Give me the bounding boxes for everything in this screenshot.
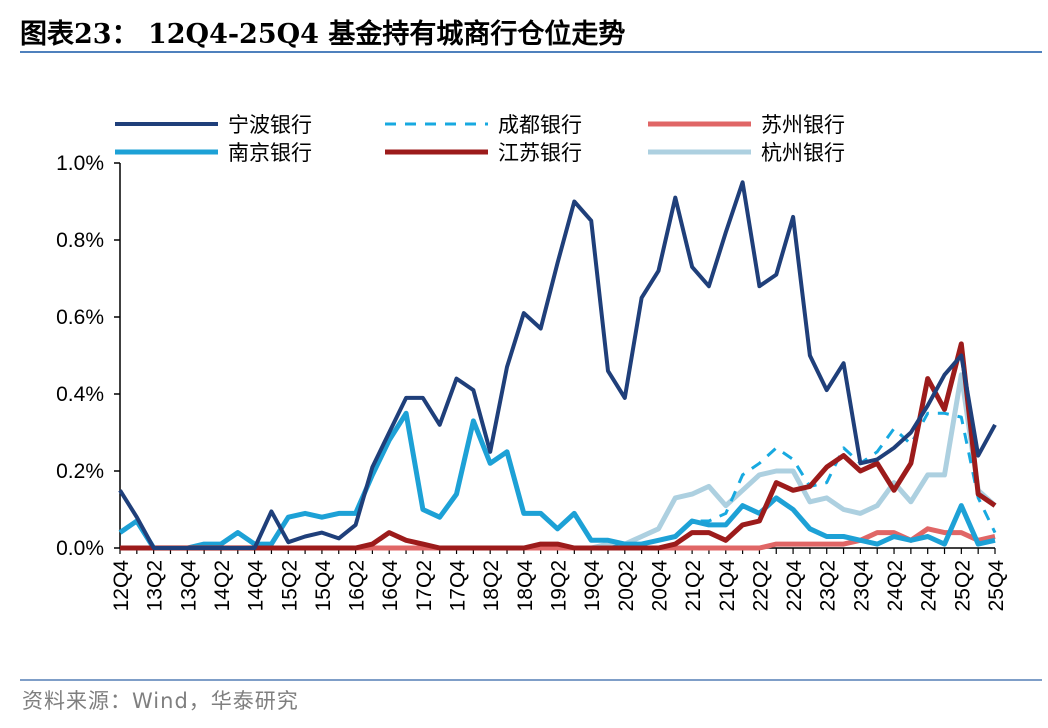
x-tick-label: 13Q2: [144, 560, 167, 611]
x-tick-label: 15Q2: [278, 560, 301, 611]
legend-label-苏州银行: 苏州银行: [761, 113, 845, 137]
y-tick-label: 0.2%: [56, 460, 104, 483]
series-line-江苏银行: [120, 341, 997, 551]
x-tick-label: 25Q4: [985, 560, 1008, 612]
x-tick-label: 22Q4: [783, 560, 806, 612]
y-tick-label: 0.6%: [56, 306, 104, 329]
x-tick-label: 22Q2: [749, 560, 772, 611]
x-tick-label: 16Q2: [346, 560, 369, 611]
x-tick-label: 23Q4: [850, 560, 873, 612]
legend-label-南京银行: 南京银行: [228, 141, 312, 165]
x-tick-label: 20Q2: [615, 560, 638, 611]
source-note: 资料来源：Wind，华泰研究: [22, 689, 299, 713]
x-tick-label: 17Q4: [447, 560, 470, 612]
x-tick-label: 24Q4: [918, 560, 941, 612]
chart-title: 图表23： 12Q4-25Q4 基金持有城商行仓位走势: [20, 19, 626, 50]
source-rule: [20, 679, 1042, 681]
x-tick-label: 19Q2: [548, 560, 571, 611]
x-tick-label: 20Q4: [648, 560, 671, 612]
y-axis: 0.0% 0.2% 0.4% 0.6% 0.8% 1.0%: [56, 152, 121, 560]
x-tick-label: 12Q4: [110, 560, 133, 612]
legend-label-杭州银行: 杭州银行: [761, 141, 845, 165]
y-tick-label: 0.0%: [56, 537, 104, 560]
y-tick-label: 0.4%: [56, 383, 104, 406]
x-tick-label: 21Q4: [716, 560, 739, 612]
x-tick-label: 18Q4: [514, 560, 537, 612]
x-tick-label: 15Q4: [312, 560, 335, 612]
x-tick-label: 16Q4: [379, 560, 402, 612]
x-tick-label: 17Q2: [413, 560, 436, 611]
x-tick-label: 25Q2: [951, 560, 974, 611]
legend-label-宁波银行: 宁波银行: [228, 113, 312, 137]
x-tick-label: 24Q2: [884, 560, 907, 611]
x-tick-label: 14Q4: [245, 560, 268, 612]
x-tick-label: 18Q2: [480, 560, 503, 611]
plot-area: [118, 180, 997, 551]
x-tick-label: 14Q2: [211, 560, 234, 611]
y-tick-label: 1.0%: [56, 152, 104, 175]
y-tick-label: 0.8%: [56, 229, 104, 252]
series-line-宁波银行: [118, 180, 997, 550]
legend-label-江苏银行: 江苏银行: [498, 141, 582, 165]
x-tick-label: 19Q4: [581, 560, 604, 612]
x-tick-label: 13Q4: [177, 560, 200, 612]
title-rule: [20, 51, 1042, 53]
x-tick-label: 21Q2: [682, 560, 705, 611]
legend-label-成都银行: 成都银行: [498, 113, 582, 137]
x-axis: 12Q4 13Q2 13Q4 14Q2 14Q4 15Q2 15Q4 16Q2 16Q4 17Q2…: [110, 547, 1008, 612]
series-line-成都银行: [607, 411, 997, 550]
series-line-南京银行: [118, 410, 996, 551]
x-tick-label: 23Q2: [817, 560, 840, 611]
